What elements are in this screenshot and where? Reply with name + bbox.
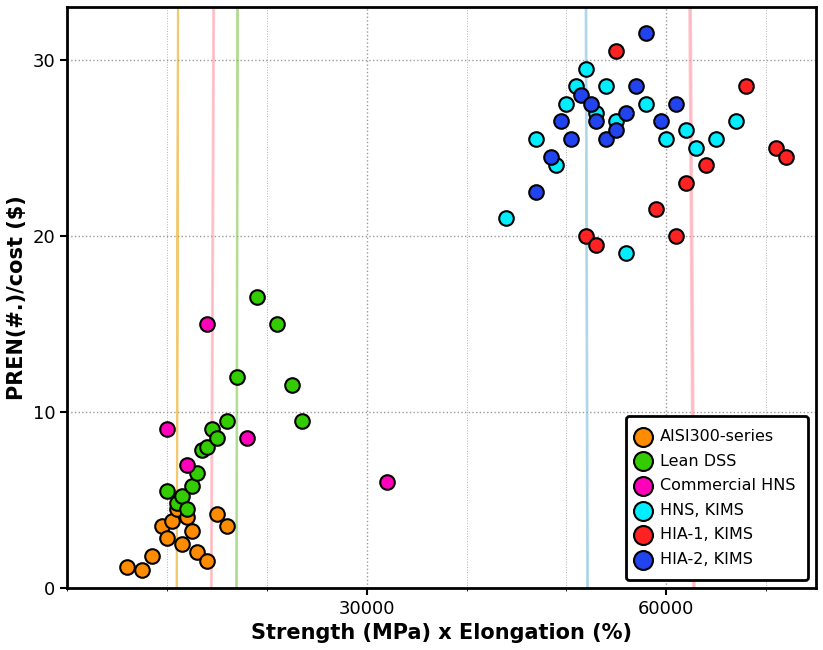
Commercial HNS bbox=[240, 433, 253, 443]
Y-axis label: PREN(#.)/cost ($): PREN(#.)/cost ($) bbox=[7, 195, 27, 400]
Commercial HNS bbox=[200, 318, 213, 329]
HNS, KIMS bbox=[570, 81, 583, 92]
HIA-2, KIMS bbox=[654, 116, 667, 127]
Lean DSS bbox=[210, 433, 223, 443]
HIA-1, KIMS bbox=[590, 239, 603, 250]
HIA-2, KIMS bbox=[545, 151, 558, 162]
AISI300-series bbox=[221, 521, 234, 531]
AISI300-series bbox=[210, 508, 223, 519]
AISI300-series bbox=[156, 521, 169, 531]
HIA-1, KIMS bbox=[779, 151, 793, 162]
Lean DSS bbox=[195, 445, 208, 456]
HNS, KIMS bbox=[660, 134, 673, 144]
Lean DSS bbox=[270, 318, 283, 329]
Commercial HNS bbox=[380, 477, 393, 488]
HIA-2, KIMS bbox=[530, 187, 543, 197]
AISI300-series bbox=[165, 515, 179, 526]
HNS, KIMS bbox=[690, 142, 703, 153]
HIA-2, KIMS bbox=[600, 134, 613, 144]
AISI300-series bbox=[146, 551, 159, 561]
HNS, KIMS bbox=[680, 125, 693, 135]
Legend: AISI300-series, Lean DSS, Commercial HNS, HNS, KIMS, HIA-1, KIMS, HIA-2, KIMS: AISI300-series, Lean DSS, Commercial HNS… bbox=[626, 416, 808, 580]
Ellipse shape bbox=[119, 0, 235, 650]
Lean DSS bbox=[175, 491, 188, 501]
Commercial HNS bbox=[180, 460, 193, 470]
HIA-2, KIMS bbox=[610, 125, 623, 135]
Ellipse shape bbox=[489, 0, 684, 650]
HIA-1, KIMS bbox=[770, 142, 783, 153]
HIA-2, KIMS bbox=[555, 116, 568, 127]
HIA-2, KIMS bbox=[585, 99, 598, 109]
HNS, KIMS bbox=[639, 99, 653, 109]
HIA-2, KIMS bbox=[590, 116, 603, 127]
HIA-1, KIMS bbox=[680, 177, 693, 188]
AISI300-series bbox=[170, 503, 184, 514]
HNS, KIMS bbox=[709, 134, 723, 144]
AISI300-series bbox=[185, 526, 198, 537]
HNS, KIMS bbox=[579, 63, 593, 73]
AISI300-series bbox=[180, 512, 193, 523]
AISI300-series bbox=[175, 538, 188, 549]
Lean DSS bbox=[221, 415, 234, 426]
Lean DSS bbox=[230, 371, 244, 382]
AISI300-series bbox=[200, 556, 213, 567]
Lean DSS bbox=[170, 498, 184, 508]
HNS, KIMS bbox=[610, 116, 623, 127]
Lean DSS bbox=[190, 468, 203, 478]
Lean DSS bbox=[185, 480, 198, 491]
HIA-2, KIMS bbox=[630, 81, 643, 92]
Lean DSS bbox=[250, 292, 263, 302]
HIA-1, KIMS bbox=[740, 81, 753, 92]
Lean DSS bbox=[160, 486, 174, 496]
HIA-2, KIMS bbox=[574, 90, 588, 100]
X-axis label: Strength (MPa) x Elongation (%): Strength (MPa) x Elongation (%) bbox=[251, 623, 632, 643]
HNS, KIMS bbox=[729, 116, 742, 127]
HNS, KIMS bbox=[620, 248, 633, 259]
HIA-1, KIMS bbox=[700, 160, 713, 170]
AISI300-series bbox=[120, 562, 133, 572]
HIA-1, KIMS bbox=[579, 231, 593, 241]
HNS, KIMS bbox=[530, 134, 543, 144]
Lean DSS bbox=[286, 380, 299, 391]
HIA-1, KIMS bbox=[610, 46, 623, 56]
Ellipse shape bbox=[133, 0, 342, 650]
HNS, KIMS bbox=[550, 160, 563, 170]
HIA-2, KIMS bbox=[565, 134, 578, 144]
AISI300-series bbox=[160, 533, 174, 543]
HNS, KIMS bbox=[560, 99, 573, 109]
AISI300-series bbox=[135, 565, 148, 575]
Commercial HNS bbox=[160, 424, 174, 434]
Lean DSS bbox=[200, 442, 213, 452]
HIA-2, KIMS bbox=[620, 107, 633, 118]
HNS, KIMS bbox=[500, 213, 513, 224]
HIA-2, KIMS bbox=[639, 28, 653, 38]
Ellipse shape bbox=[562, 0, 821, 650]
HIA-2, KIMS bbox=[670, 99, 683, 109]
Lean DSS bbox=[180, 503, 193, 514]
HIA-1, KIMS bbox=[649, 204, 663, 214]
Lean DSS bbox=[295, 415, 309, 426]
AISI300-series bbox=[190, 547, 203, 558]
Lean DSS bbox=[205, 424, 218, 434]
HNS, KIMS bbox=[590, 107, 603, 118]
HIA-1, KIMS bbox=[670, 231, 683, 241]
HNS, KIMS bbox=[600, 81, 613, 92]
Ellipse shape bbox=[137, 0, 286, 650]
